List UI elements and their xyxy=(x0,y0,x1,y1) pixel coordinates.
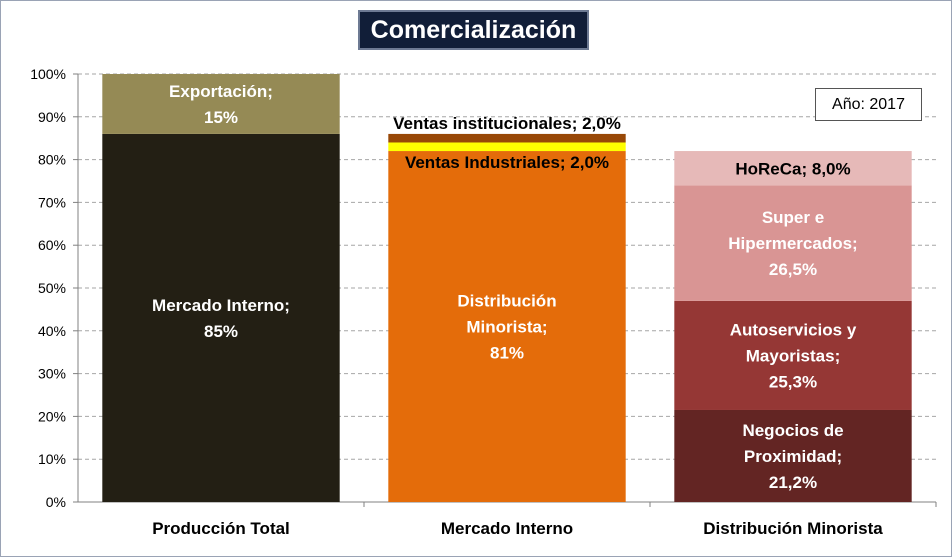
data-label: 15% xyxy=(204,108,238,127)
bar-segment-ventas-institucionales-2-0 xyxy=(388,133,626,143)
category-label: Mercado Interno xyxy=(441,519,573,538)
bar-segment-mercado-interno xyxy=(102,133,340,503)
y-tick-label: 40% xyxy=(38,323,66,339)
data-label: Minorista; xyxy=(466,318,547,337)
data-label: 21,2% xyxy=(769,473,817,492)
category-label: Distribución Minorista xyxy=(703,519,883,538)
year-annotation: Año: 2017 xyxy=(815,88,922,121)
data-label: Distribución xyxy=(457,292,556,311)
data-label: Ventas institucionales; 2,0% xyxy=(393,114,621,133)
data-label: Ventas Industriales; 2,0% xyxy=(405,153,609,172)
y-tick-label: 50% xyxy=(38,280,66,296)
chart-title: Comercialización xyxy=(358,10,589,50)
bar-segment-negocios-de xyxy=(674,409,912,502)
data-label: Mercado Interno; xyxy=(152,296,290,315)
y-tick-label: 30% xyxy=(38,366,66,382)
data-label: Super e xyxy=(762,208,824,227)
data-label: Exportación; xyxy=(169,82,273,101)
y-tick-label: 90% xyxy=(38,109,66,125)
data-label: Negocios de xyxy=(742,421,843,440)
data-label: 85% xyxy=(204,322,238,341)
data-label: Mayoristas; xyxy=(746,347,840,366)
data-label: 26,5% xyxy=(769,260,817,279)
y-tick-label: 100% xyxy=(30,66,66,82)
bar-segment-autoservicios-y xyxy=(674,300,912,410)
y-tick-label: 0% xyxy=(46,494,66,510)
data-label: 25,3% xyxy=(769,373,817,392)
y-tick-label: 10% xyxy=(38,451,66,467)
y-tick-label: 60% xyxy=(38,237,66,253)
data-label: Hipermercados; xyxy=(728,234,857,253)
bar-segment-super-e xyxy=(674,185,912,301)
y-tick-label: 20% xyxy=(38,408,66,424)
data-label: Autoservicios y xyxy=(730,321,857,340)
y-tick-label: 80% xyxy=(38,152,66,168)
category-label: Producción Total xyxy=(152,519,290,538)
data-label: Proximidad; xyxy=(744,447,842,466)
bar-segment-horeca-8-0 xyxy=(674,151,912,186)
bar-segment-exportacion xyxy=(102,74,340,134)
bar-segment-ventas-industriales-2-0 xyxy=(388,142,626,152)
y-tick-label: 70% xyxy=(38,194,66,210)
bar-segment-distribucion xyxy=(388,151,626,503)
data-label: HoReCa; 8,0% xyxy=(735,159,850,178)
data-label: 81% xyxy=(490,344,524,363)
